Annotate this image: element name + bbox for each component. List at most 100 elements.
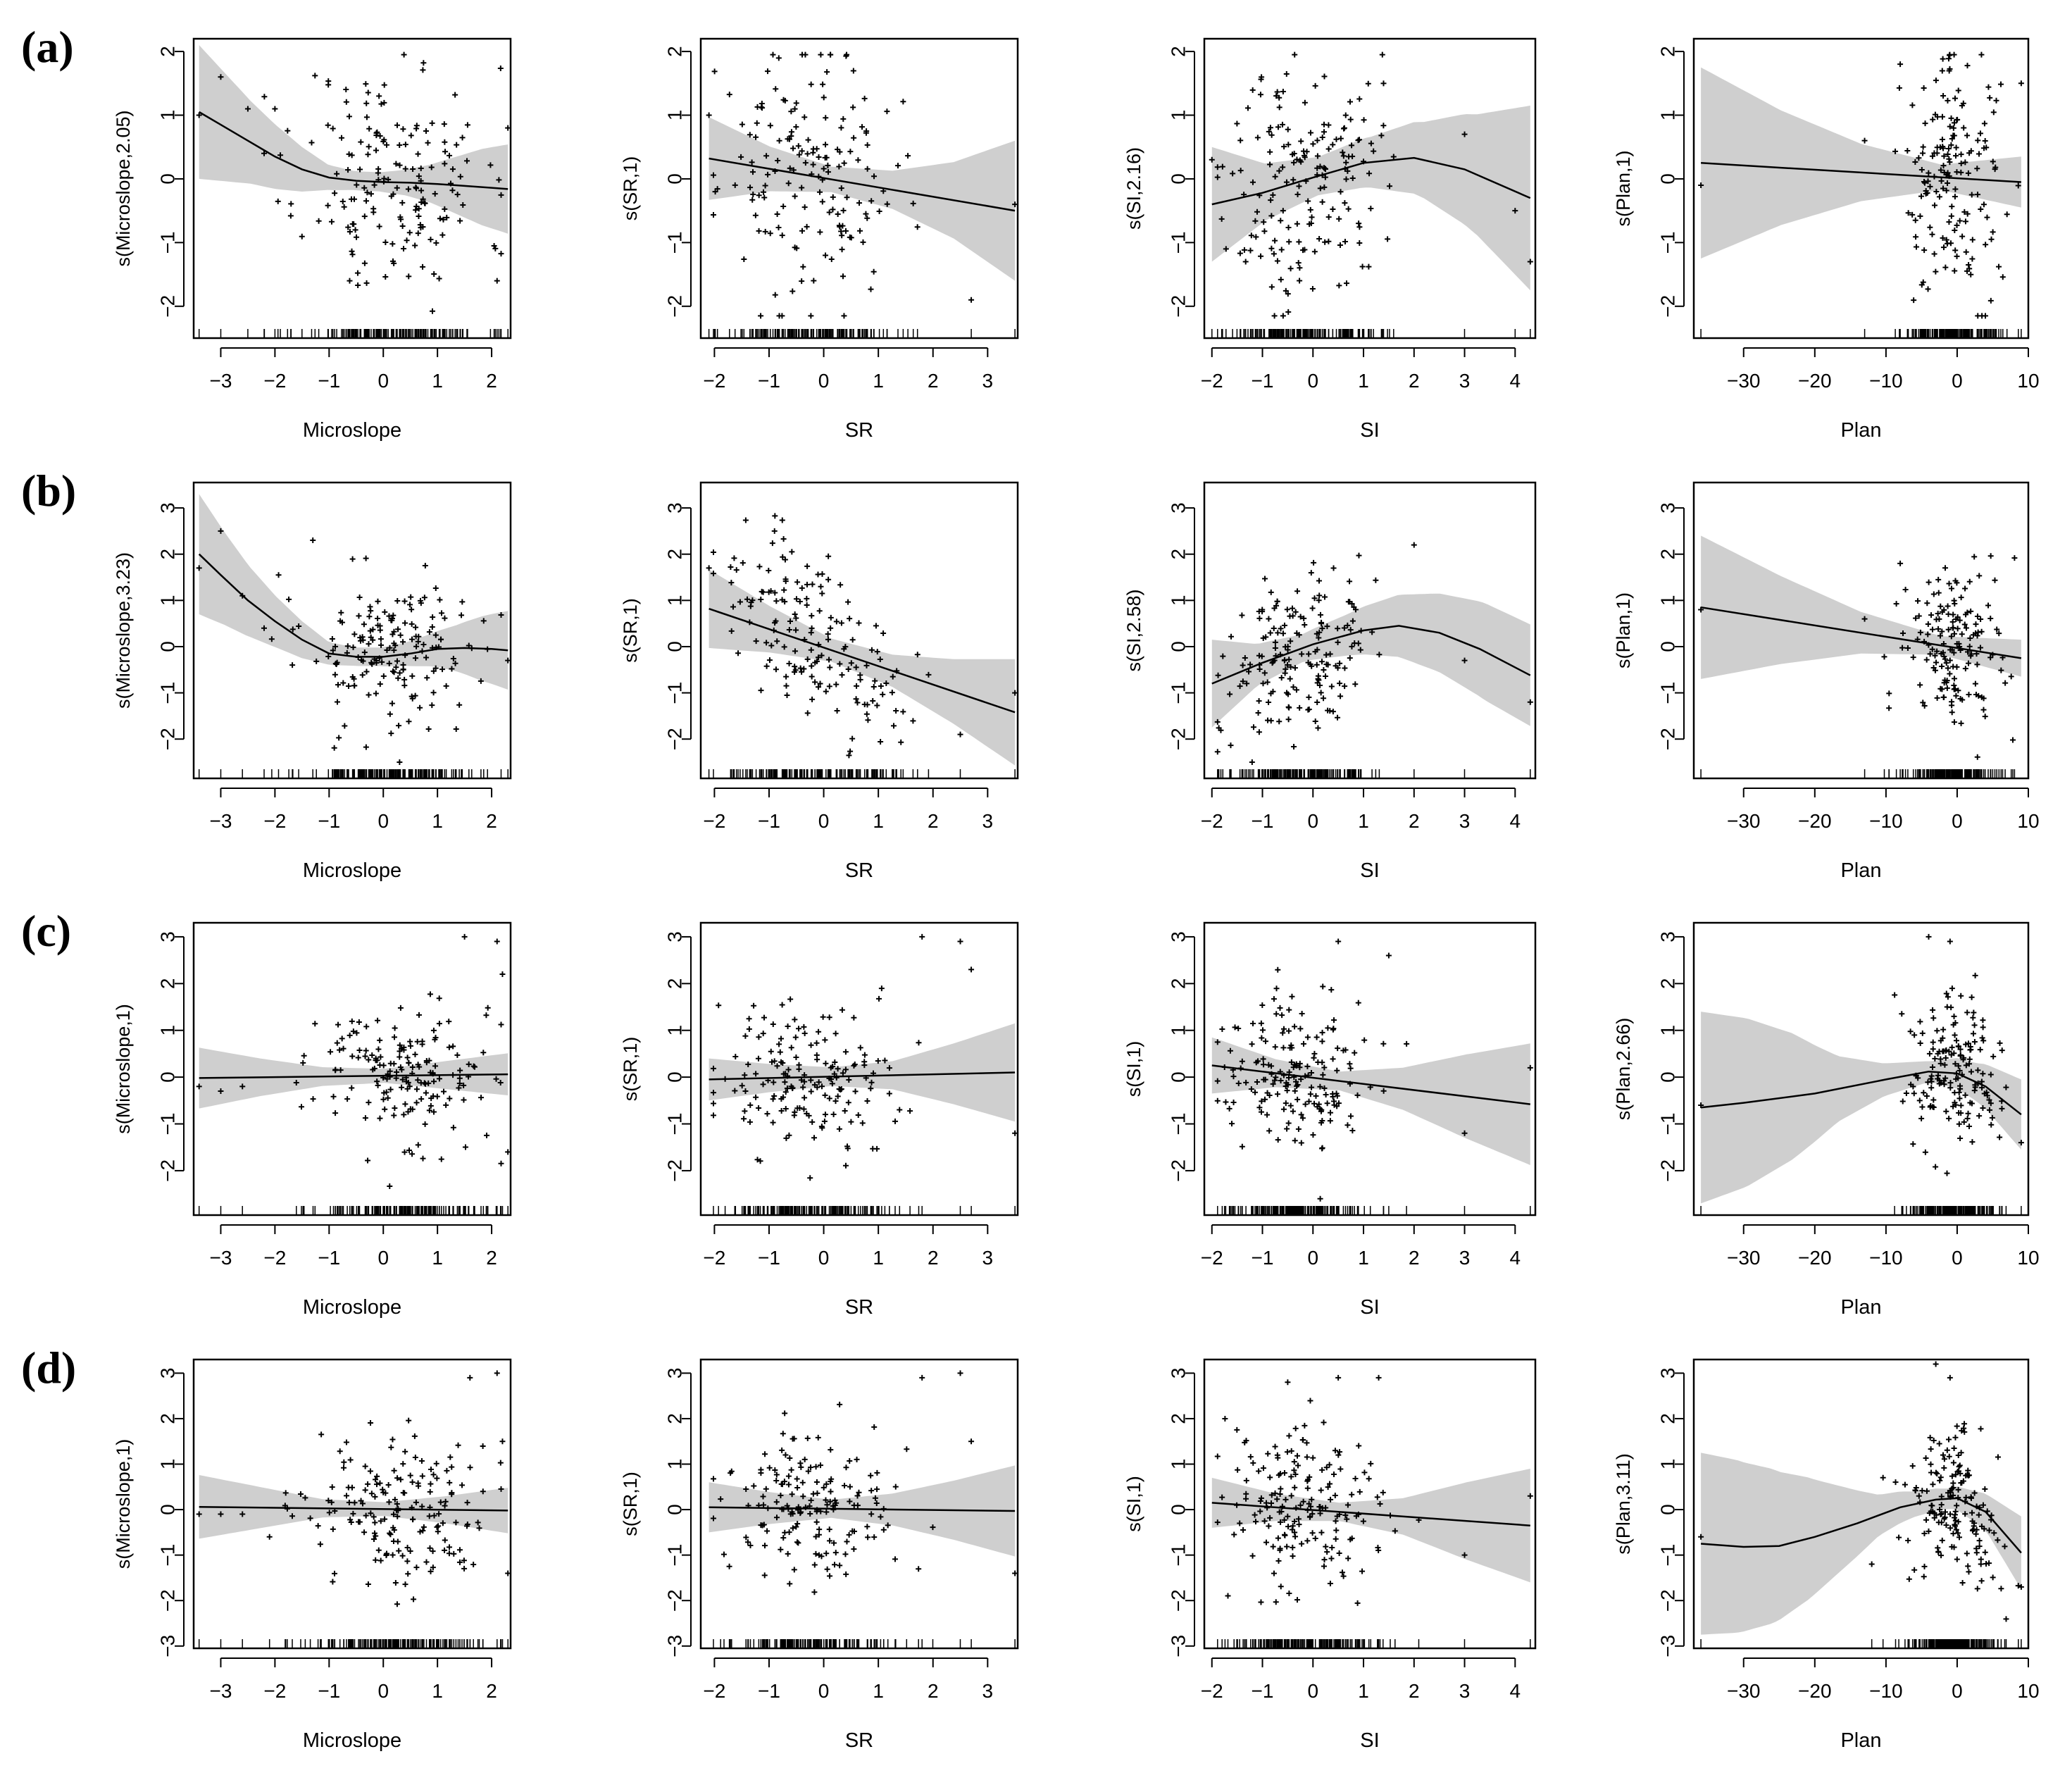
residual-point — [743, 1534, 749, 1541]
residual-point — [435, 1529, 441, 1535]
residual-point — [431, 271, 437, 278]
residual-point — [1971, 1490, 1978, 1496]
confidence-band — [199, 1475, 508, 1539]
residual-point — [1995, 1454, 2001, 1460]
residual-point — [331, 745, 337, 751]
residual-point — [1953, 1038, 1959, 1044]
residual-point — [1939, 68, 1945, 74]
residual-point — [1527, 699, 1533, 705]
residual-point — [851, 1529, 857, 1535]
residual-point — [1261, 219, 1267, 225]
residual-point — [1256, 652, 1262, 659]
residual-point — [728, 580, 735, 586]
residual-point — [1952, 194, 1958, 200]
residual-point — [431, 1512, 437, 1519]
residual-point — [397, 1042, 403, 1048]
residual-points — [196, 528, 511, 766]
residual-point — [780, 554, 786, 560]
residual-point — [874, 1469, 880, 1476]
residual-point — [1318, 621, 1325, 627]
residual-point — [792, 664, 798, 670]
residual-point — [1945, 1436, 1952, 1443]
residual-point — [1360, 1518, 1366, 1524]
rug-marks — [1700, 1639, 2022, 1648]
residual-point — [823, 1060, 829, 1066]
residual-point — [823, 142, 829, 148]
residual-point — [1945, 97, 1951, 104]
residual-point — [1295, 1126, 1302, 1132]
residual-point — [1357, 647, 1363, 653]
residual-point — [498, 192, 504, 198]
residual-point — [365, 1581, 371, 1587]
residual-point — [239, 1511, 246, 1517]
residual-point — [317, 1541, 323, 1548]
residual-point — [1978, 206, 1984, 212]
residual-point — [878, 985, 885, 992]
residual-point — [404, 1545, 411, 1551]
residual-point — [846, 752, 852, 759]
residual-point — [1958, 1102, 1964, 1109]
residual-point — [352, 227, 358, 233]
residual-point — [1256, 615, 1263, 621]
residual-point — [1325, 661, 1331, 668]
residual-point — [1933, 616, 1940, 623]
residual-point — [337, 1067, 344, 1074]
residual-point — [1946, 219, 1952, 225]
residual-point — [728, 1470, 734, 1476]
residual-point — [726, 1563, 732, 1569]
residual-point — [830, 1112, 837, 1118]
residual-point — [444, 214, 450, 220]
residual-point — [800, 263, 806, 270]
residual-point — [1971, 1022, 1978, 1028]
residual-point — [799, 1479, 806, 1486]
residual-point — [412, 692, 418, 699]
y-tick-label: 3 — [157, 502, 179, 514]
residual-point — [774, 211, 780, 217]
residual-point — [442, 1498, 449, 1505]
residual-point — [799, 148, 805, 154]
residual-points — [1209, 51, 1533, 319]
residual-point — [1349, 618, 1356, 624]
residual-point — [1368, 140, 1374, 147]
residual-point — [1268, 132, 1275, 138]
residual-point — [785, 1473, 792, 1479]
residual-point — [1281, 144, 1287, 150]
residual-point — [799, 668, 805, 675]
residual-point — [289, 626, 296, 633]
residual-point — [764, 1111, 770, 1117]
residual-point — [275, 198, 281, 204]
residual-point — [339, 1035, 345, 1042]
residual-point — [794, 1476, 800, 1482]
residual-point — [1284, 606, 1290, 613]
residual-point — [491, 242, 497, 249]
y-tick-label: 2 — [1168, 46, 1190, 57]
residual-point — [461, 1565, 468, 1572]
residual-point — [1330, 1090, 1336, 1097]
residual-point — [768, 1059, 775, 1065]
residual-point — [349, 1085, 355, 1091]
residual-point — [816, 1028, 822, 1035]
residual-point — [799, 278, 805, 285]
residual-point — [760, 1031, 766, 1037]
residual-point — [1285, 1081, 1291, 1088]
residual-point — [413, 624, 419, 630]
residual-point — [389, 241, 396, 247]
residual-point — [1968, 192, 1975, 198]
x-tick-label: 2 — [486, 810, 497, 832]
residual-point — [787, 1581, 793, 1587]
residual-point — [808, 647, 814, 653]
residual-point — [461, 1097, 467, 1103]
residual-point — [401, 676, 408, 683]
residual-point — [382, 273, 389, 280]
residual-point — [1337, 680, 1343, 687]
residual-point — [789, 1491, 795, 1498]
residual-point — [1881, 654, 1887, 660]
residual-point — [1335, 1452, 1342, 1458]
residual-point — [1910, 1083, 1916, 1090]
residual-point — [1235, 1025, 1242, 1031]
residual-point — [417, 1529, 423, 1535]
residual-point — [349, 1484, 355, 1491]
x-tick-label: 1 — [1358, 1680, 1369, 1702]
residual-point — [1935, 1545, 1941, 1551]
